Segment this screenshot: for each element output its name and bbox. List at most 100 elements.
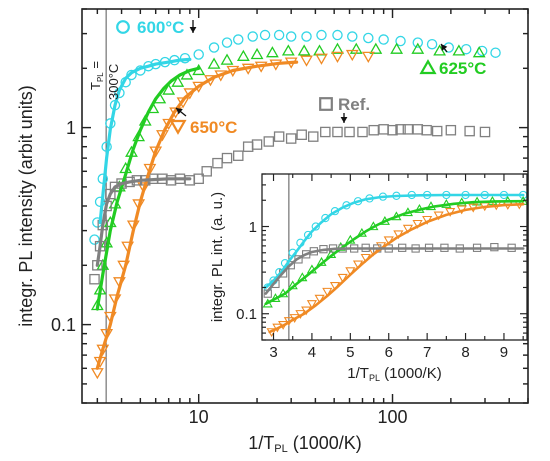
inset-x-tick-label: 9 (500, 344, 508, 361)
inset-x-axis-label-unit: (1000/K) (380, 365, 442, 382)
main-point-triangle-up (138, 114, 152, 126)
main-point-square (445, 124, 457, 136)
main-point-square (89, 273, 100, 285)
series-label-marker-circle (116, 20, 130, 34)
main-fit-line-triangle-down (95, 60, 299, 370)
inset-x-tick-label: 6 (385, 344, 393, 361)
main-point-circle (208, 42, 220, 53)
inset-frame (261, 173, 528, 341)
series-label-text-square: Ref. (338, 95, 370, 114)
series-label-text-triangle-up: 625°C (439, 59, 486, 78)
reference-line-label-t: T (88, 82, 103, 90)
reference-line-label: TPL = (88, 61, 105, 90)
main-point-circle (347, 31, 358, 42)
inset-ticks (262, 173, 527, 341)
main-x-axis-label-unit: (1000/K) (288, 433, 362, 453)
main-point-triangle-down (183, 88, 197, 100)
inset-point-circle (311, 222, 320, 231)
main-point-square (109, 181, 121, 193)
main-point-triangle-down (90, 368, 104, 380)
main-point-circle (490, 47, 501, 58)
main-x-axis-label: 1/TPL (1000/K) (248, 433, 362, 455)
main-point-triangle-up (220, 53, 234, 65)
main-point-triangle-up (411, 42, 425, 54)
main-point-square (308, 131, 319, 142)
main-point-circle (259, 29, 271, 41)
main-point-square (242, 141, 254, 152)
main-point-square (263, 136, 275, 147)
inset-point-square (490, 243, 499, 252)
main-point-square (344, 126, 355, 138)
inset-point-triangle-down (322, 287, 333, 297)
main-point-square (357, 126, 368, 138)
main-point-circle (412, 37, 424, 48)
main-plot-area (89, 9, 501, 403)
main-y-tick-label: 0.1 (51, 315, 76, 335)
main-x-tick-label: 100 (377, 407, 407, 427)
main-y-axis-label: integr. PL intensity (arbit units) (16, 85, 36, 326)
main-point-square (332, 126, 343, 138)
main-point-triangle-down (137, 182, 151, 194)
reference-line-label-eq: = (88, 61, 103, 72)
inset-point-triangle-down (337, 273, 348, 283)
main-point-triangle-up (390, 42, 404, 54)
main-ticks (82, 8, 529, 404)
series-label-marker-triangle-down (169, 119, 187, 135)
main-point-triangle-up (162, 83, 176, 95)
main-point-square (251, 139, 263, 150)
main-point-square (412, 124, 424, 135)
inset-x-axis-label-sub: PL (369, 373, 380, 383)
main-point-triangle-up (331, 42, 344, 54)
inset-x-axis-label: 1/TPL (1000/K) (347, 365, 441, 383)
series-label-circle: 600°C (116, 18, 197, 37)
main-point-square (421, 124, 432, 136)
main-point-circle (378, 34, 389, 45)
main-point-triangle-up (171, 75, 185, 87)
main-point-triangle-up (472, 46, 486, 58)
main-point-triangle-down (361, 51, 375, 63)
series-label-triangle-down: 650°C (169, 107, 237, 137)
main-point-triangle-down (132, 199, 146, 211)
inset-x-tick-label: 4 (308, 344, 316, 361)
main-point-square (368, 124, 379, 136)
panel-main: 10 1000.111/TPL (1000/K)integr. PL intens… (16, 8, 529, 455)
main-x-tick-label: 10 (189, 407, 209, 427)
main-x-axis-label-sub: PL (274, 443, 287, 455)
main-point-square (395, 124, 406, 135)
reference-line-label-sub: PL (96, 72, 105, 82)
panel-inset: 3 4 5 6 7 8 9 0.1 1 1/TPL (1000/K) integr. PL int.… (209, 173, 528, 383)
main-point-square (431, 125, 443, 137)
main-point-triangle-up (313, 44, 326, 56)
main-point-triangle-down (315, 53, 328, 65)
inset-x-tick-label: 8 (461, 344, 469, 361)
inset-point-circle (303, 230, 313, 240)
main-fit-line-square (95, 177, 192, 267)
main-point-circle (89, 234, 100, 245)
main-point-square (479, 126, 491, 138)
inset-y-tick-label: 0.1 (236, 306, 257, 323)
inset-point-circle (321, 213, 330, 223)
reference-line-value: 300°C (106, 64, 121, 100)
main-point-square (233, 150, 244, 161)
inset-fit-line-triangle-down (268, 202, 525, 334)
inset-fit-line-triangle-up (264, 199, 525, 306)
main-point-triangle-down (345, 49, 359, 62)
series-label-arrow-head (189, 27, 197, 33)
inset-fit-line-square (264, 247, 525, 295)
inset-y-tick-label: 1 (249, 219, 257, 236)
main-point-triangle-up (281, 44, 295, 56)
main-x-axis-label-main: 1/T (248, 433, 274, 453)
series-label-marker-triangle-up (419, 59, 437, 75)
main-point-triangle-down (156, 130, 169, 142)
series-label-arrow-head (176, 108, 183, 115)
main-point-triangle-down (331, 51, 344, 63)
main-point-circle (221, 37, 233, 48)
series-label-arrow-head (441, 44, 448, 51)
main-point-triangle-up (265, 46, 279, 58)
main-point-triangle-up (207, 57, 221, 69)
series-label-square: Ref. (319, 95, 370, 123)
main-reference-line-label: TPL = 300°C (88, 61, 121, 100)
main-point-triangle-up (132, 130, 146, 142)
main-point-square (296, 129, 307, 140)
